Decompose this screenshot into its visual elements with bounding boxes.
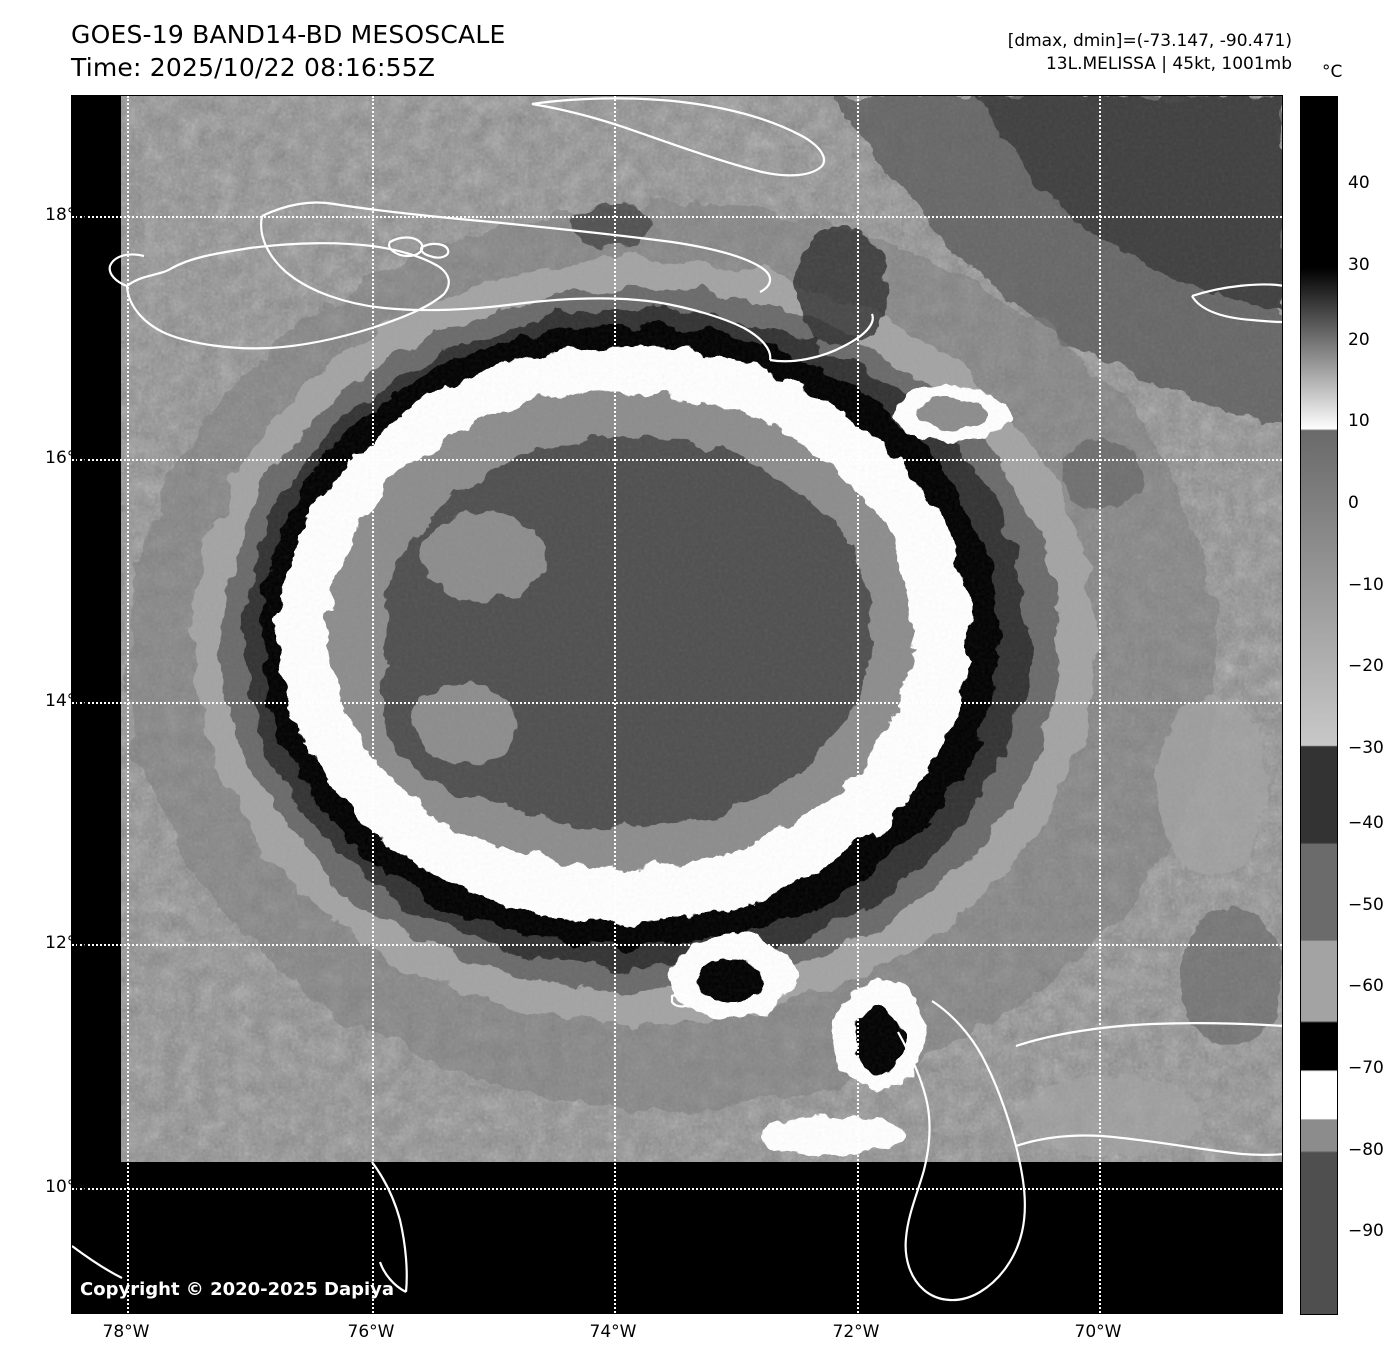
cbtick-10: 10	[1348, 411, 1370, 431]
cbtick-m90: −90	[1348, 1221, 1384, 1241]
copyright-label: Copyright © 2020-2025 Dapiya	[80, 1279, 395, 1300]
cbtick-0: 0	[1348, 493, 1359, 513]
ytick-label-10n: 10°N	[45, 1177, 88, 1197]
data-minmax-label: [dmax, dmin]=(-73.147, -90.471)	[1007, 31, 1292, 51]
timestamp-label: Time: 2025/10/22 08:16:55Z	[71, 53, 436, 82]
page-title: GOES-19 BAND14-BD MESOSCALE	[71, 20, 506, 49]
cbtick-30: 30	[1348, 255, 1370, 275]
xtick-label-78w: 78°W	[102, 1322, 150, 1342]
cbtick-m50: −50	[1348, 895, 1384, 915]
colorbar	[1300, 96, 1338, 1315]
cbtick-m40: −40	[1348, 813, 1384, 833]
colorbar-unit-label: °C	[1322, 62, 1343, 82]
cbtick-m80: −80	[1348, 1140, 1384, 1160]
cbtick-m20: −20	[1348, 656, 1384, 676]
cbtick-m70: −70	[1348, 1058, 1384, 1078]
storm-info-label: 13L.MELISSA | 45kt, 1001mb	[1045, 54, 1292, 74]
coastline-overlay	[72, 97, 1282, 1302]
xtick-label-76w: 76°W	[347, 1322, 395, 1342]
cbtick-40: 40	[1348, 173, 1370, 193]
colorbar-gradient	[1301, 97, 1337, 1314]
ytick-label-14n: 14°N	[45, 691, 88, 711]
xtick-label-74w: 74°W	[589, 1322, 637, 1342]
xtick-label-70w: 70°W	[1074, 1322, 1122, 1342]
cbtick-m10: −10	[1348, 575, 1384, 595]
ytick-label-12n: 12°N	[45, 933, 88, 953]
header-title-block: GOES-19 BAND14-BD MESOSCALE Time: 2025/1…	[71, 18, 505, 84]
ytick-label-16n: 16°N	[45, 448, 88, 468]
cbtick-m60: −60	[1348, 976, 1384, 996]
header-meta-block: [dmax, dmin]=(-73.147, -90.471) 13L.MELI…	[1008, 30, 1292, 76]
satellite-image-plot	[71, 95, 1283, 1314]
cbtick-20: 20	[1348, 330, 1370, 350]
xtick-label-72w: 72°W	[832, 1322, 880, 1342]
cbtick-m30: −30	[1348, 738, 1384, 758]
ytick-label-18n: 18°N	[45, 205, 88, 225]
satellite-imagery	[72, 96, 1282, 1313]
